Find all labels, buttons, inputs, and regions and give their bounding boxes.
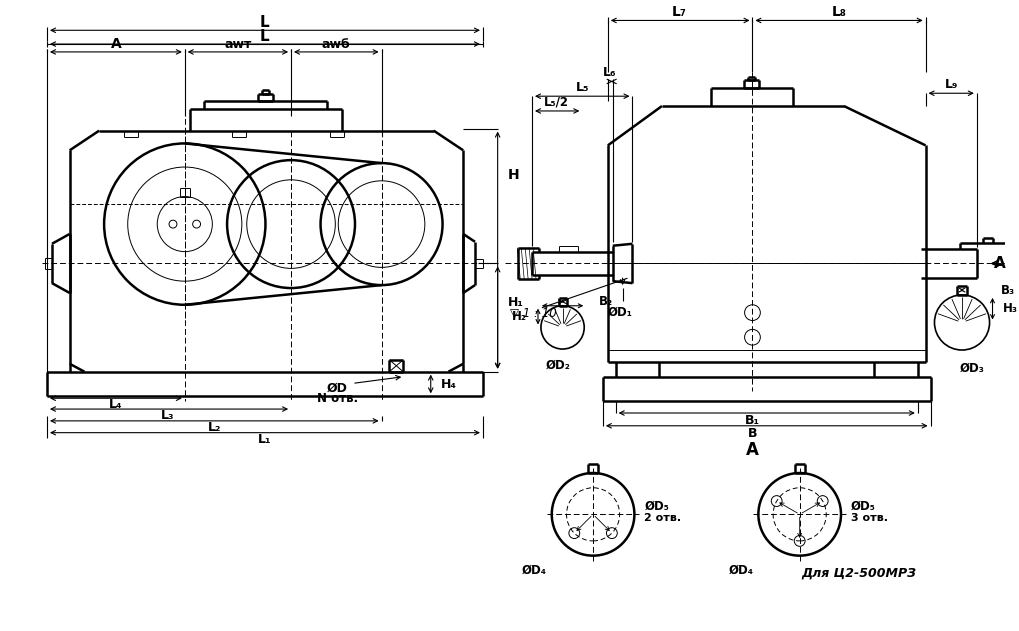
Text: 3 отв.: 3 отв. [851, 513, 888, 523]
Text: ØD₁: ØD₁ [608, 306, 633, 319]
Text: L₅/2: L₅/2 [544, 96, 570, 109]
Text: L₁: L₁ [258, 433, 271, 446]
Text: L₄: L₄ [109, 398, 122, 411]
Text: H: H [507, 168, 519, 182]
Text: B₁: B₁ [745, 415, 760, 427]
Text: L₃: L₃ [161, 410, 175, 422]
Text: A: A [994, 256, 1006, 271]
Text: Для Ц2-500МРЗ: Для Ц2-500МРЗ [801, 567, 916, 580]
Text: ØD₅: ØD₅ [851, 500, 875, 513]
Text: L₅: L₅ [576, 81, 589, 94]
Text: L₈: L₈ [832, 4, 847, 18]
Text: H₃: H₃ [1004, 302, 1018, 316]
Text: ØD₄: ØD₄ [522, 563, 547, 577]
Text: ØD: ØD [327, 382, 347, 395]
Text: L₂: L₂ [208, 422, 221, 434]
Text: ØD₃: ØD₃ [960, 362, 984, 375]
Text: L₉: L₉ [945, 78, 958, 91]
Text: L₆: L₆ [603, 66, 616, 79]
Text: awт: awт [224, 38, 252, 50]
Text: H₁: H₁ [507, 297, 524, 309]
Text: L₇: L₇ [673, 4, 687, 18]
Text: L: L [260, 15, 269, 30]
Text: B: B [748, 427, 757, 440]
Text: ØD₄: ØD₄ [729, 563, 753, 577]
Text: ØD₅: ØD₅ [644, 500, 669, 513]
Text: ØD₂: ØD₂ [545, 359, 570, 372]
Text: B₂: B₂ [599, 295, 613, 309]
Text: A: A [746, 440, 759, 459]
Text: A: A [110, 37, 121, 51]
Text: ▽ 1 : 10: ▽ 1 : 10 [511, 306, 557, 319]
Text: N отв.: N отв. [317, 392, 358, 404]
Text: awб: awб [322, 38, 351, 50]
Text: 2 отв.: 2 отв. [644, 513, 682, 523]
Text: H₂: H₂ [513, 310, 527, 323]
Text: L: L [260, 28, 269, 44]
Text: H₄: H₄ [440, 378, 457, 391]
Text: B₃: B₃ [1002, 283, 1016, 297]
